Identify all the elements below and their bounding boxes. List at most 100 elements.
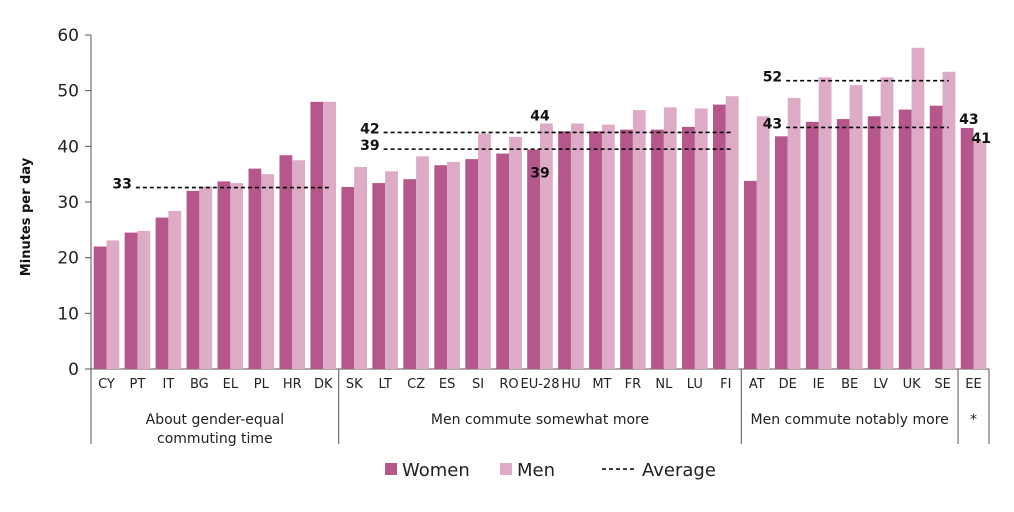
bar-men — [168, 210, 182, 369]
bar-women — [774, 136, 788, 369]
bar-women — [434, 165, 448, 369]
bar-men — [787, 97, 801, 370]
y-tick-label: 60 — [57, 26, 79, 46]
bar-women — [558, 131, 571, 369]
bar-men — [570, 123, 584, 369]
bar-women — [93, 246, 107, 369]
bar-women — [651, 129, 664, 369]
y-axis-title: Minutes per day — [19, 157, 34, 276]
bar-men — [199, 186, 213, 369]
bar-women — [465, 159, 479, 369]
x-tick-label: PT — [130, 377, 146, 392]
x-tick-label: LT — [378, 377, 391, 392]
legend-swatch-men — [500, 463, 512, 475]
group-label: commuting time — [157, 431, 273, 447]
bar-women — [186, 190, 200, 369]
x-tick-label: NL — [655, 377, 673, 392]
x-tick-label: DK — [314, 377, 333, 392]
group-label: * — [970, 412, 977, 428]
bar-women — [805, 121, 819, 369]
bar-women — [898, 109, 912, 370]
x-tick-label: BG — [190, 377, 209, 392]
bar-men — [663, 107, 677, 369]
group-label: Men commute somewhat more — [431, 412, 649, 428]
average-label: 33 — [112, 177, 131, 193]
bar-men — [354, 166, 368, 369]
bar-women — [929, 105, 943, 370]
bar-women — [155, 217, 169, 369]
bar-women — [124, 232, 138, 369]
bar-men — [323, 101, 337, 370]
bar-women — [527, 149, 540, 369]
x-tick-label: BE — [841, 377, 858, 392]
bar-men — [818, 77, 832, 369]
x-tick-label: IE — [813, 377, 825, 392]
data-label: 39 — [530, 166, 549, 182]
bar-women — [217, 181, 231, 369]
x-tick-label: LV — [873, 377, 888, 392]
y-tick-label: 20 — [57, 249, 79, 269]
bar-women — [248, 168, 262, 369]
bar-women — [836, 119, 850, 369]
bar-men — [447, 161, 460, 369]
y-tick-label: 0 — [68, 360, 79, 380]
bar-men — [694, 108, 708, 369]
bar-men — [137, 230, 151, 369]
bar-women — [589, 131, 602, 369]
bar-women — [867, 116, 881, 369]
x-tick-label: IT — [163, 377, 175, 392]
legend-swatch-women — [385, 463, 397, 475]
bar-men — [849, 85, 863, 369]
x-tick-label: AT — [749, 377, 765, 392]
y-tick-label: 50 — [57, 82, 79, 102]
bar-women — [620, 129, 633, 369]
x-tick-label: RO — [499, 377, 518, 392]
bar-men — [261, 174, 275, 369]
bar-women — [403, 179, 417, 369]
y-tick-label: 40 — [57, 137, 79, 157]
x-tick-label: UK — [903, 377, 922, 392]
x-tick-label: FI — [720, 377, 731, 392]
x-tick-label: FR — [625, 377, 642, 392]
y-tick-label: 30 — [57, 193, 79, 213]
bar-men — [601, 124, 615, 369]
group-label: About gender-equal — [146, 412, 284, 428]
x-tick-label: CY — [98, 377, 115, 392]
x-tick-label: DE — [779, 377, 797, 392]
bar-women — [341, 186, 355, 369]
bar-women — [743, 180, 757, 369]
y-tick-label: 10 — [57, 304, 79, 324]
average-label: 42 — [360, 121, 379, 137]
bar-men — [756, 116, 770, 369]
data-label: 43 — [959, 112, 978, 128]
bar-men — [725, 96, 739, 369]
x-tick-label: EE — [965, 377, 981, 392]
bar-men — [911, 47, 925, 369]
average-label: 43 — [763, 116, 782, 132]
bar-men — [973, 140, 987, 369]
bar-men — [230, 183, 244, 369]
bar-men — [632, 110, 646, 370]
x-tick-label: SE — [934, 377, 950, 392]
bar-men — [509, 136, 522, 369]
bar-women — [496, 153, 510, 369]
data-label: 44 — [530, 109, 550, 125]
bar-women — [372, 183, 386, 369]
bar-women — [682, 126, 695, 369]
bar-men — [106, 240, 120, 369]
x-tick-label: MT — [592, 377, 611, 392]
x-tick-label: EU-28 — [521, 377, 560, 392]
bar-men — [540, 123, 553, 369]
bar-women — [712, 104, 726, 369]
x-tick-label: SI — [472, 377, 484, 392]
x-tick-label: SK — [346, 377, 363, 392]
average-label: 52 — [763, 70, 782, 86]
bar-women — [279, 155, 293, 369]
group-label: Men commute notably more — [751, 412, 949, 428]
legend-label-men: Men — [517, 460, 555, 481]
bar-men — [385, 171, 398, 369]
legend-label-women: Women — [402, 460, 470, 481]
x-tick-label: CZ — [407, 377, 425, 392]
